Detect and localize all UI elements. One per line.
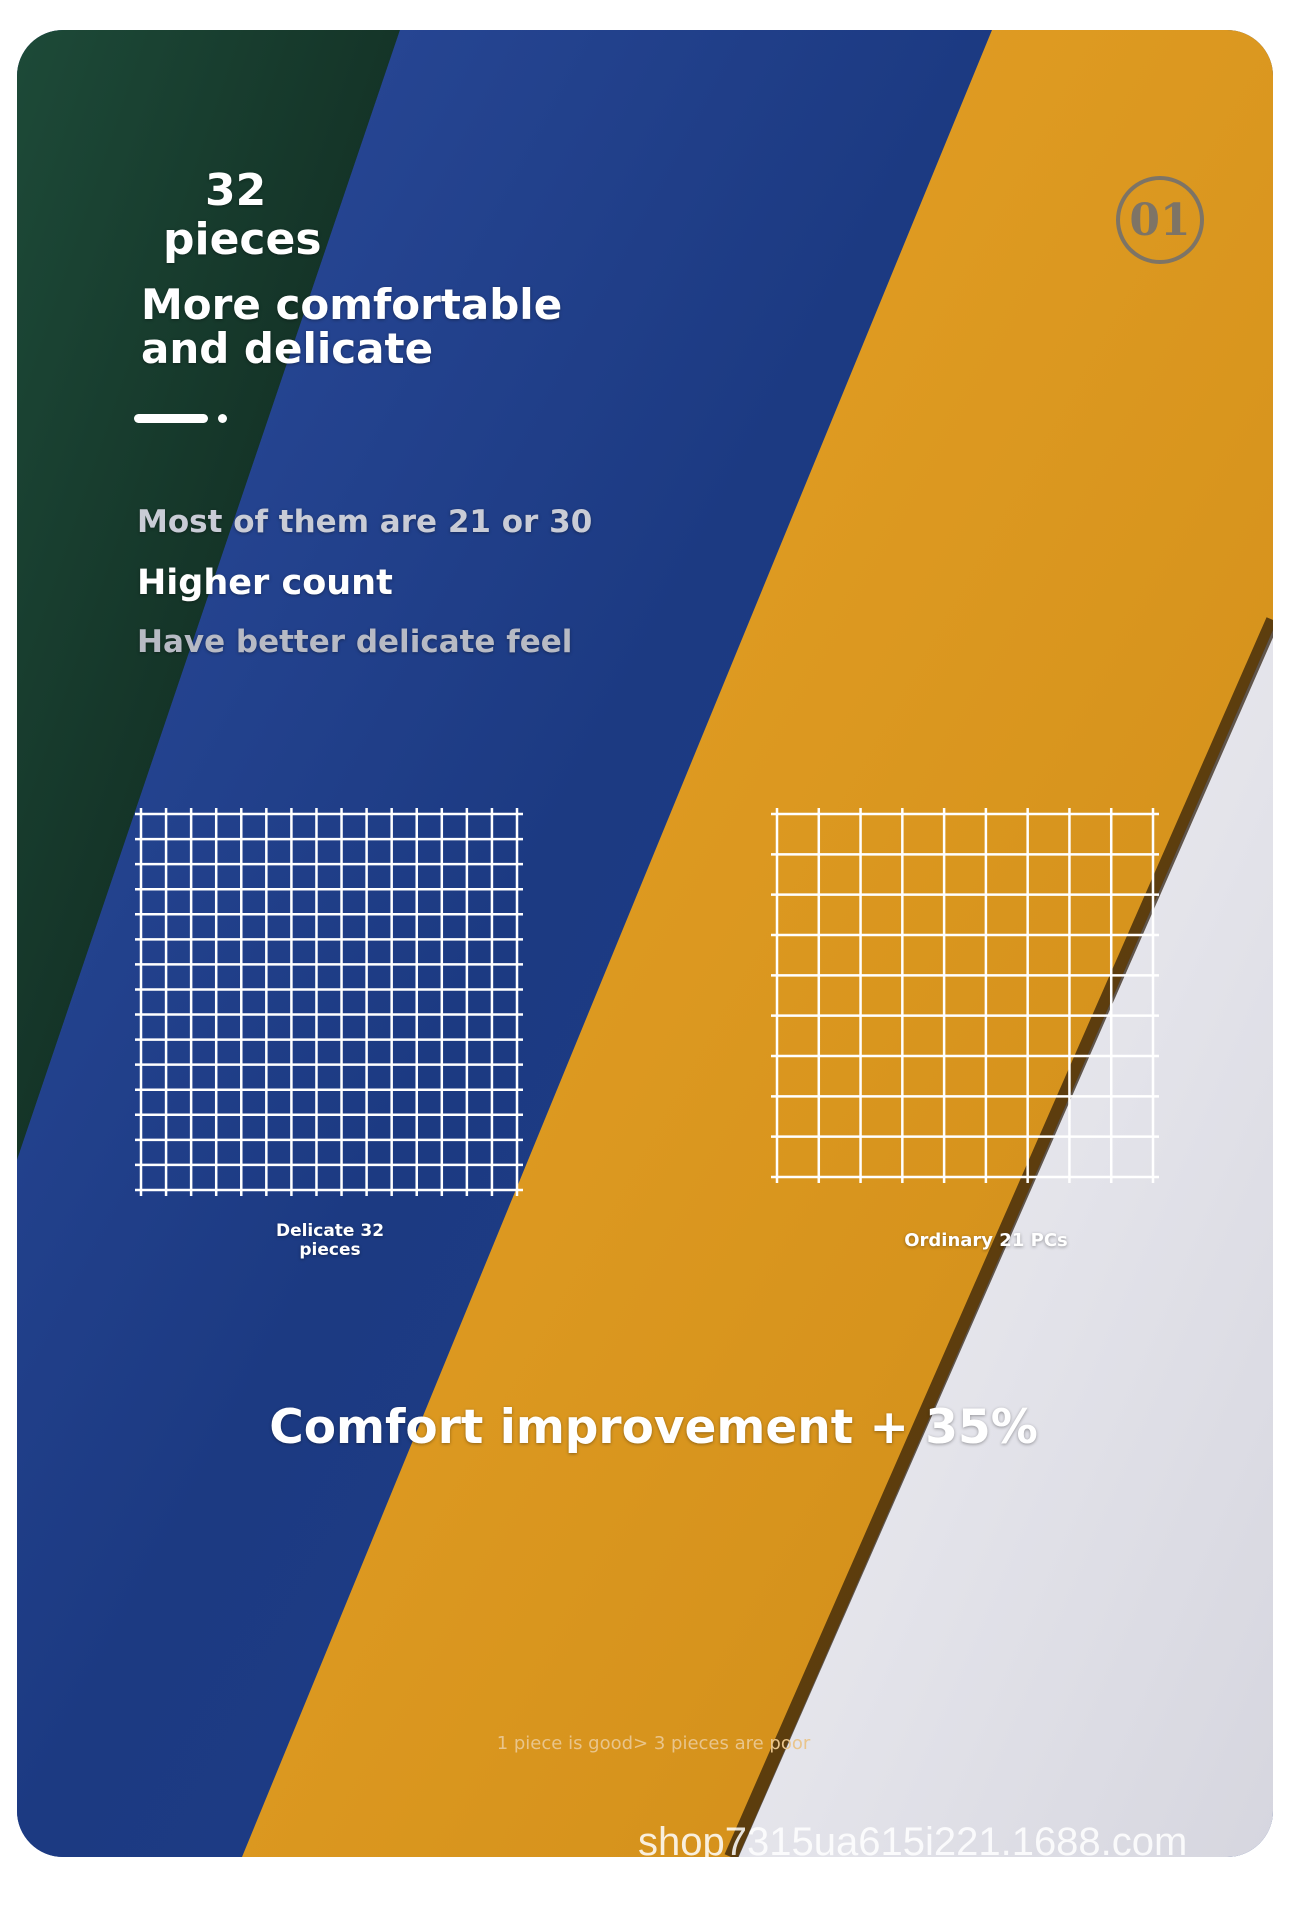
intro-line-3: Have better delicate feel <box>137 624 573 660</box>
divider-dot <box>218 414 227 423</box>
left-grid-label-1: Delicate 32 <box>275 1221 385 1241</box>
fabric-banner <box>17 30 1273 1857</box>
right-grid-label: Ordinary 21 PCs <box>904 1230 1068 1251</box>
headline: Comfort improvement + 35% <box>269 1400 1038 1455</box>
badge-number: 01 <box>1116 176 1204 264</box>
heading-line-2: and delicate <box>141 324 434 373</box>
fabric-background <box>17 30 1273 1857</box>
intro-line-1: Most of them are 21 or 30 <box>137 504 593 540</box>
heading-count: 32 <box>205 165 267 216</box>
heading-line-1: More comfortable <box>141 280 563 329</box>
intro-line-2: Higher count <box>137 563 393 603</box>
yellow-fabric <box>242 30 1273 1857</box>
comparison-note: 1 piece is good> 3 pieces are poor <box>496 1733 811 1754</box>
heading-unit: pieces <box>163 214 322 265</box>
divider-bar <box>134 414 208 423</box>
watermark: shop7315ua615i221.1688.com <box>638 1820 1188 1864</box>
left-grid-label-2: pieces <box>299 1240 361 1260</box>
blue-fabric <box>17 30 992 1857</box>
coarse-weave-grid <box>771 808 1159 1183</box>
fine-weave-grid <box>135 808 523 1196</box>
